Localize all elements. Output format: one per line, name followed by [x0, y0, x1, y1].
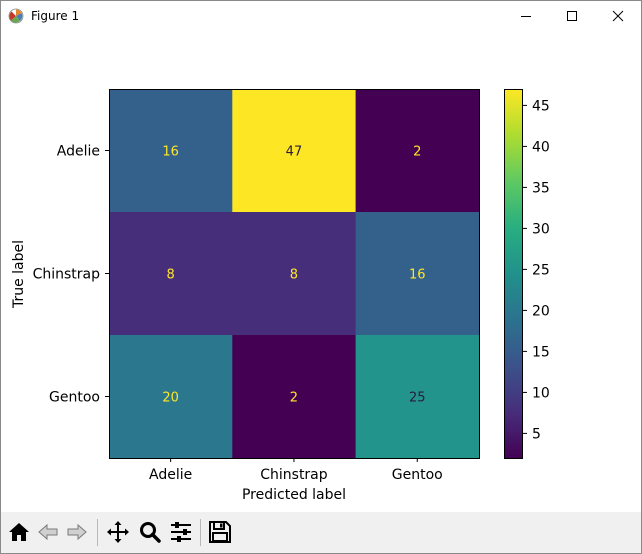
configure-subplots-icon [171, 522, 191, 542]
maximize-button[interactable] [549, 1, 595, 31]
colorbar-tick-label: 20 [532, 303, 550, 319]
heatmap-cell [109, 89, 233, 213]
back-icon [38, 523, 58, 541]
back-button[interactable] [34, 517, 62, 547]
close-button[interactable] [595, 1, 641, 31]
heatmap-cell [232, 212, 357, 336]
plot-frame [109, 89, 480, 459]
heatmap-cell [355, 212, 480, 336]
matplotlib-logo-icon [8, 8, 24, 24]
cell-value-label: 47 [286, 145, 303, 160]
heatmap-cell [355, 335, 480, 459]
pan-button[interactable] [104, 517, 132, 547]
cell-value-label: 25 [409, 391, 426, 406]
save-button[interactable] [206, 517, 234, 547]
configure-subplots-button[interactable] [167, 517, 195, 547]
title-bar[interactable]: Figure 1 [1, 1, 641, 31]
maximize-icon [567, 11, 577, 21]
colorbar-ticks: 5 10 15 20 25 30 35 40 45 [523, 98, 550, 442]
cell-value-label: 16 [409, 268, 426, 283]
cell-value-label: 8 [290, 268, 298, 283]
colorbar-tick-label: 40 [532, 139, 550, 155]
cell-value-label: 16 [162, 145, 179, 160]
window-title: Figure 1 [31, 9, 80, 23]
colorbar [504, 89, 523, 459]
minimize-icon [521, 16, 531, 17]
x-tick-label: Gentoo [392, 467, 443, 483]
zoom-button[interactable] [136, 517, 164, 547]
cell-value-label: 20 [162, 391, 179, 406]
confusion-matrix-chart: 16 47 2 8 8 16 20 2 25 Adelie Chinstrap Gentoo Ade… [11, 89, 550, 503]
colorbar-tick-label: 15 [532, 344, 550, 360]
y-tick-label: Gentoo [49, 390, 100, 406]
toolbar-separator [200, 519, 201, 546]
heatmap-cells: 16 47 2 8 8 16 20 2 25 [109, 89, 480, 459]
colorbar-tick-label: 30 [532, 221, 550, 237]
forward-button[interactable] [63, 517, 91, 547]
home-icon [9, 523, 29, 541]
zoom-icon [140, 522, 161, 543]
heatmap-cell [232, 89, 357, 213]
colorbar-tick-label: 25 [532, 262, 550, 278]
heatmap-cell [109, 335, 233, 459]
x-tick-label: Adelie [149, 467, 192, 483]
heatmap-cell [232, 335, 357, 459]
heatmap-cell [109, 212, 233, 336]
save-icon [209, 521, 231, 543]
colorbar-tick-label: 5 [532, 426, 541, 442]
y-tick-label: Adelie [57, 144, 100, 160]
x-axis-label: Predicted label [242, 487, 346, 503]
forward-icon [67, 523, 87, 541]
cell-value-label: 2 [413, 145, 421, 160]
y-axis-label: True label [11, 240, 27, 309]
colorbar-tick-label: 45 [532, 98, 550, 114]
minimize-button[interactable] [503, 1, 549, 31]
navigation-toolbar [1, 512, 641, 553]
heatmap-cell [355, 89, 480, 213]
y-axis-ticks: Adelie Chinstrap Gentoo [33, 144, 109, 406]
colorbar-tick-label: 35 [532, 180, 550, 196]
cell-value-label: 2 [290, 391, 298, 406]
colorbar-tick-label: 10 [532, 385, 550, 401]
figure-canvas[interactable]: 16 47 2 8 8 16 20 2 25 Adelie Chinstrap Gentoo Ade… [1, 31, 641, 512]
toolbar-separator [97, 519, 98, 546]
home-button[interactable] [5, 517, 33, 547]
x-axis-ticks: Adelie Chinstrap Gentoo [149, 458, 443, 483]
x-tick-label: Chinstrap [260, 467, 328, 483]
close-icon [612, 10, 624, 22]
pan-icon [107, 521, 129, 543]
cell-value-label: 8 [167, 268, 175, 283]
y-tick-label: Chinstrap [33, 267, 101, 283]
